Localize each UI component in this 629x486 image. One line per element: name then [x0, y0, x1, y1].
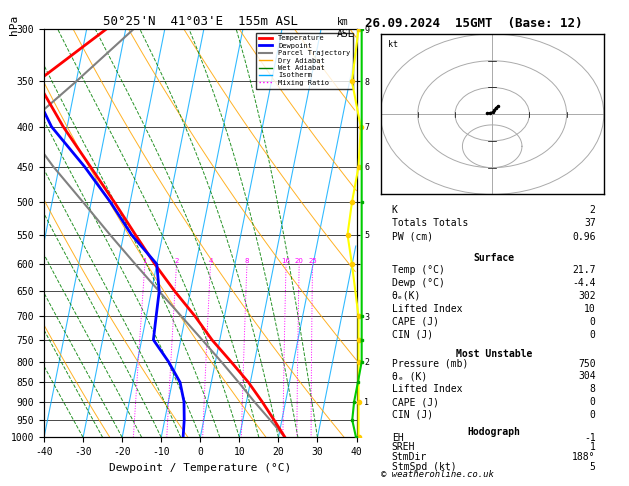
- Text: 0: 0: [590, 397, 596, 407]
- Text: Hodograph: Hodograph: [467, 427, 520, 437]
- Text: CAPE (J): CAPE (J): [392, 317, 439, 327]
- Text: 16: 16: [282, 258, 291, 264]
- Text: 0: 0: [590, 410, 596, 420]
- Text: Most Unstable: Most Unstable: [455, 349, 532, 359]
- Text: -4.4: -4.4: [572, 278, 596, 288]
- Text: 0: 0: [590, 317, 596, 327]
- Text: SREH: SREH: [392, 442, 415, 452]
- Text: Pressure (mb): Pressure (mb): [392, 359, 468, 369]
- Text: 4: 4: [208, 258, 213, 264]
- Text: 0.96: 0.96: [572, 232, 596, 242]
- Text: Dewp (°C): Dewp (°C): [392, 278, 445, 288]
- Y-axis label: hPa: hPa: [9, 15, 19, 35]
- Text: Surface: Surface: [473, 253, 515, 263]
- Text: 8: 8: [245, 258, 249, 264]
- Text: © weatheronline.co.uk: © weatheronline.co.uk: [381, 469, 493, 479]
- Text: 20: 20: [295, 258, 304, 264]
- Text: θₑ(K): θₑ(K): [392, 291, 421, 301]
- Text: 25: 25: [308, 258, 317, 264]
- Text: -1: -1: [584, 433, 596, 443]
- Text: 1: 1: [143, 258, 147, 264]
- Text: Temp (°C): Temp (°C): [392, 265, 445, 275]
- Text: Lifted Index: Lifted Index: [392, 304, 462, 314]
- Text: 0: 0: [590, 330, 596, 340]
- Text: θₑ (K): θₑ (K): [392, 371, 427, 382]
- Text: CAPE (J): CAPE (J): [392, 397, 439, 407]
- Text: 26.09.2024  15GMT  (Base: 12): 26.09.2024 15GMT (Base: 12): [365, 17, 582, 30]
- Text: 2: 2: [590, 205, 596, 215]
- X-axis label: Dewpoint / Temperature (°C): Dewpoint / Temperature (°C): [109, 463, 291, 473]
- Text: 188°: 188°: [572, 452, 596, 462]
- Text: 10: 10: [584, 304, 596, 314]
- Title: 50°25'N  41°03'E  155m ASL: 50°25'N 41°03'E 155m ASL: [103, 15, 298, 28]
- Text: 37: 37: [584, 218, 596, 228]
- Text: 302: 302: [578, 291, 596, 301]
- Text: km
ASL: km ASL: [337, 17, 354, 38]
- Text: 304: 304: [578, 371, 596, 382]
- Text: kt: kt: [388, 40, 398, 50]
- Text: 1: 1: [590, 442, 596, 452]
- Text: 750: 750: [578, 359, 596, 369]
- Text: K: K: [392, 205, 398, 215]
- Text: 5: 5: [590, 462, 596, 472]
- Text: Lifted Index: Lifted Index: [392, 384, 462, 394]
- Text: PW (cm): PW (cm): [392, 232, 433, 242]
- Text: CIN (J): CIN (J): [392, 330, 433, 340]
- Legend: Temperature, Dewpoint, Parcel Trajectory, Dry Adiabat, Wet Adiabat, Isotherm, Mi: Temperature, Dewpoint, Parcel Trajectory…: [256, 33, 353, 88]
- Text: StmDir: StmDir: [392, 452, 427, 462]
- Text: EH: EH: [392, 433, 404, 443]
- Text: 21.7: 21.7: [572, 265, 596, 275]
- Text: StmSpd (kt): StmSpd (kt): [392, 462, 457, 472]
- Text: 2: 2: [174, 258, 179, 264]
- Text: Totals Totals: Totals Totals: [392, 218, 468, 228]
- Text: CIN (J): CIN (J): [392, 410, 433, 420]
- Text: 8: 8: [590, 384, 596, 394]
